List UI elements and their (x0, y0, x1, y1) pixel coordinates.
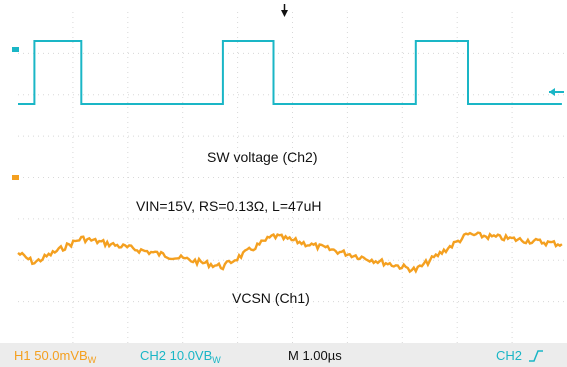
trigger-level-arrow-icon (549, 88, 564, 96)
vcsn-label: VCSN (Ch1) (232, 290, 310, 306)
trigger-position-marker (281, 10, 288, 17)
ch1-scale-readout: H1 50.0mVBW (14, 348, 97, 365)
conditions-label: VIN=15V, RS=0.13Ω, L=47uH (136, 198, 321, 214)
timebase-readout: M 1.00µs (288, 348, 342, 363)
trigger-source-readout: CH2 (496, 348, 522, 363)
ch1-reference-marker (12, 175, 19, 180)
ch2-reference-marker (12, 47, 19, 52)
series-vcsn-line (17, 231, 563, 274)
ch2-scale-readout: CH2 10.0VBW (140, 348, 221, 365)
status-bar (0, 343, 567, 367)
sw-voltage-label: SW voltage (Ch2) (207, 149, 317, 165)
series-sw-voltage-line (18, 40, 562, 105)
rising-edge-icon (529, 350, 543, 362)
graticule (18, 12, 567, 343)
